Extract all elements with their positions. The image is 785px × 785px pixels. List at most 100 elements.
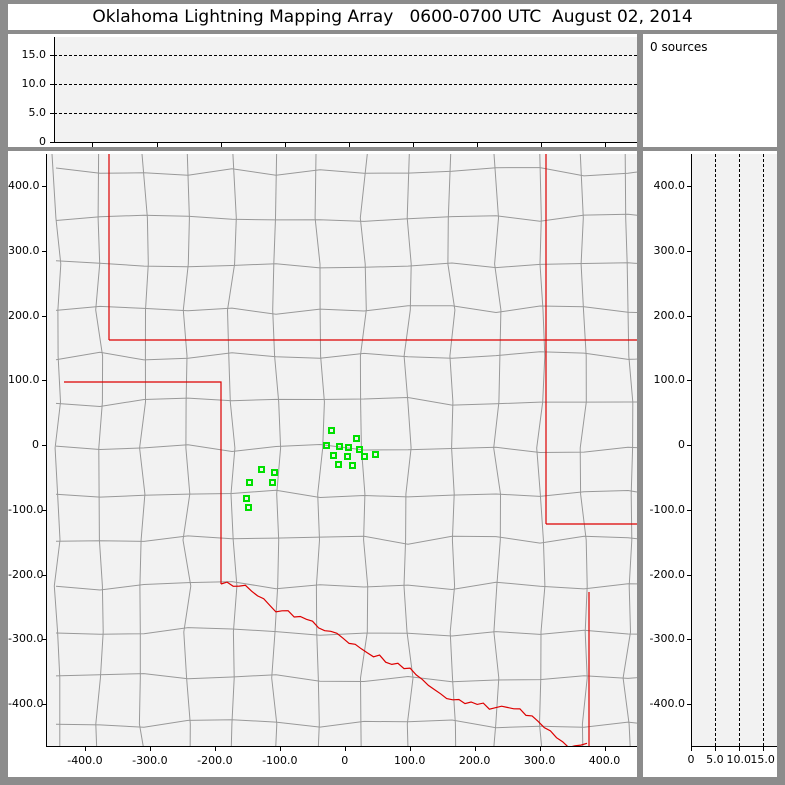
y-tick-label: -400.0 (649, 696, 685, 710)
y-tick-label: -100.0 (8, 502, 44, 516)
y-tick-label: -400.0 (8, 696, 44, 710)
x-tick (409, 746, 411, 751)
time-height-plot-area[interactable] (54, 37, 637, 142)
state-border-texas-panhandle (64, 381, 222, 584)
y-tick (687, 380, 692, 382)
y-tick (50, 83, 55, 85)
lightning-source-marker (329, 451, 337, 459)
x-tick-label: -200.0 (197, 754, 233, 767)
y-tick-label: 0 (678, 438, 685, 452)
x-tick (348, 142, 350, 147)
x-tick-label: 400.0 (588, 754, 621, 767)
map-geography (51, 154, 637, 746)
x-tick (284, 142, 286, 147)
y-tick (687, 186, 692, 188)
lightning-source-marker (246, 479, 254, 487)
lightning-source-marker (372, 450, 380, 458)
y-tick-label: 400.0 (8, 179, 40, 193)
east-west-height-plot-area[interactable] (691, 154, 777, 746)
y-tick (42, 445, 47, 447)
y-tick-label: 300.0 (653, 244, 686, 258)
x-tick (279, 746, 281, 751)
lightning-source-marker (323, 441, 331, 449)
y-tick-label: -200.0 (649, 567, 685, 581)
x-tick (412, 142, 414, 147)
y-tick-label: 100.0 (8, 373, 40, 387)
y-axis-line (54, 37, 55, 142)
x-tick-label: 200.0 (458, 754, 491, 767)
y-tick (42, 380, 47, 382)
x-tick (539, 746, 541, 751)
time-height-panel: 05.010.015.0-400.0-300.0-200.0-100.00100… (8, 34, 637, 162)
lightning-source-marker (360, 453, 368, 461)
y-tick (687, 251, 692, 253)
y-tick-label: 300.0 (8, 244, 40, 258)
x-tick-label: 300.0 (523, 754, 556, 767)
map-plot-area[interactable] (46, 154, 637, 746)
state-border-red-river (220, 581, 588, 746)
state-border-southeast (588, 592, 621, 746)
lightning-source-marker (334, 461, 342, 469)
y-tick-label: 10.0 (21, 76, 47, 90)
x-tick (156, 142, 158, 147)
y-tick (42, 703, 47, 705)
x-tick (738, 746, 740, 751)
x-tick-label: 10.0 (726, 753, 752, 766)
y-tick-label: -300.0 (8, 632, 44, 646)
x-tick-label: 15.0 (750, 753, 775, 766)
y-tick (42, 574, 47, 576)
y-tick-label: -300.0 (649, 632, 685, 646)
y-tick (42, 251, 47, 253)
page-title: Oklahoma Lightning Mapping Array 0600-07… (92, 7, 693, 27)
x-axis-line (46, 746, 637, 747)
source-count-label: 0 sources (650, 40, 708, 54)
x-tick (84, 746, 86, 751)
source-count-panel: 0 sources (643, 34, 777, 147)
y-tick-label: 400.0 (653, 179, 686, 193)
x-tick (476, 142, 478, 147)
title-bar: Oklahoma Lightning Mapping Array 0600-07… (8, 4, 777, 30)
x-tick (149, 746, 151, 751)
y-tick (42, 315, 47, 317)
x-tick (220, 142, 222, 147)
lightning-source-marker (349, 462, 357, 470)
gridline-vertical (714, 154, 716, 746)
y-tick (687, 574, 692, 576)
x-tick (604, 746, 606, 751)
gridline-horizontal (54, 112, 637, 114)
y-tick-label: 0 (39, 135, 46, 148)
x-tick (344, 746, 346, 751)
y-axis-line (46, 154, 47, 746)
gridline-horizontal (54, 83, 637, 85)
y-tick (50, 142, 55, 143)
lightning-source-marker (258, 466, 266, 474)
x-tick (214, 746, 216, 751)
x-axis-line (54, 142, 637, 143)
x-tick (604, 142, 606, 147)
y-tick (687, 445, 692, 447)
y-tick (42, 186, 47, 188)
x-tick (714, 746, 716, 751)
y-tick-label: -100.0 (649, 502, 685, 516)
y-tick (50, 54, 55, 56)
plan-view-map-panel: 400.0 300.0 200.0 100.0 0 -100.0 -200.0 -300.0 -… (8, 151, 637, 777)
y-axis-line (691, 154, 692, 746)
y-tick-label: 5.0 (28, 105, 47, 119)
lightning-source-marker (271, 468, 279, 476)
county-boundaries (51, 154, 637, 746)
x-tick-label: -300.0 (132, 754, 168, 767)
x-tick-label: 100.0 (393, 754, 426, 767)
y-tick-label: 200.0 (8, 308, 40, 322)
y-tick (687, 315, 692, 317)
lightning-source-marker (242, 494, 250, 502)
x-tick (691, 746, 692, 751)
x-tick (92, 142, 94, 147)
lightning-source-marker (355, 445, 363, 453)
lightning-source-marker (352, 435, 360, 443)
gridline-horizontal (54, 54, 637, 56)
gridline-vertical (762, 154, 764, 746)
x-tick-label: 0 (687, 753, 695, 766)
east-west-height-panel: 400.0 300.0 200.0 100.0 0 -100.0 -200.0 -300.0 -… (643, 151, 777, 777)
x-axis-line (691, 746, 777, 747)
